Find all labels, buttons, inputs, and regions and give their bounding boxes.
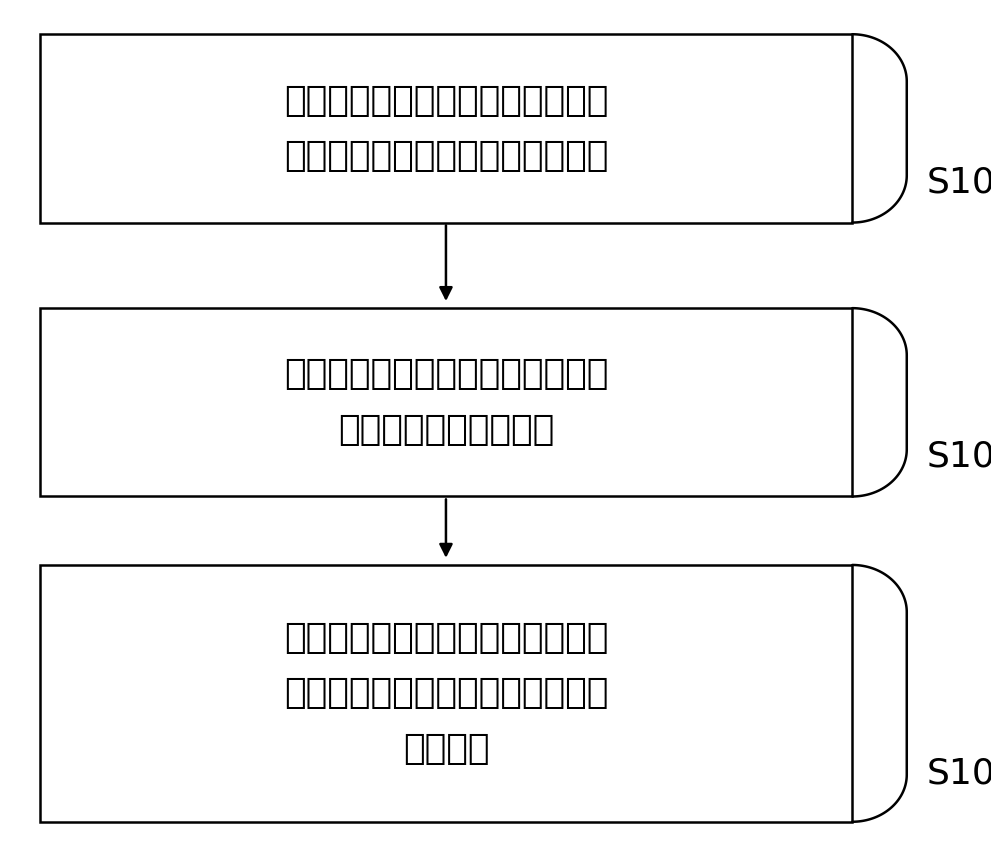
Text: 应的操作: 应的操作 xyxy=(402,732,490,766)
Text: S102: S102 xyxy=(927,440,991,474)
Bar xyxy=(40,308,852,496)
Text: 制部时产生的控制信号: 制部时产生的控制信号 xyxy=(338,413,554,447)
Bar xyxy=(40,34,852,223)
Text: 获取第三方控制设备在用户触发控: 获取第三方控制设备在用户触发控 xyxy=(283,358,608,391)
Text: 其中，第三方控制设备包括控制部: 其中，第三方控制设备包括控制部 xyxy=(283,140,608,173)
Text: 射关系，控制云台执行控制信号对: 射关系，控制云台执行控制信号对 xyxy=(283,676,608,710)
Bar xyxy=(40,565,852,822)
Text: S101: S101 xyxy=(927,166,991,200)
Text: 根据控制部与云台的操作之间的映: 根据控制部与云台的操作之间的映 xyxy=(283,621,608,655)
Text: 与第三方控制设备建立通信连接，: 与第三方控制设备建立通信连接， xyxy=(283,84,608,117)
Text: S103: S103 xyxy=(927,757,991,791)
